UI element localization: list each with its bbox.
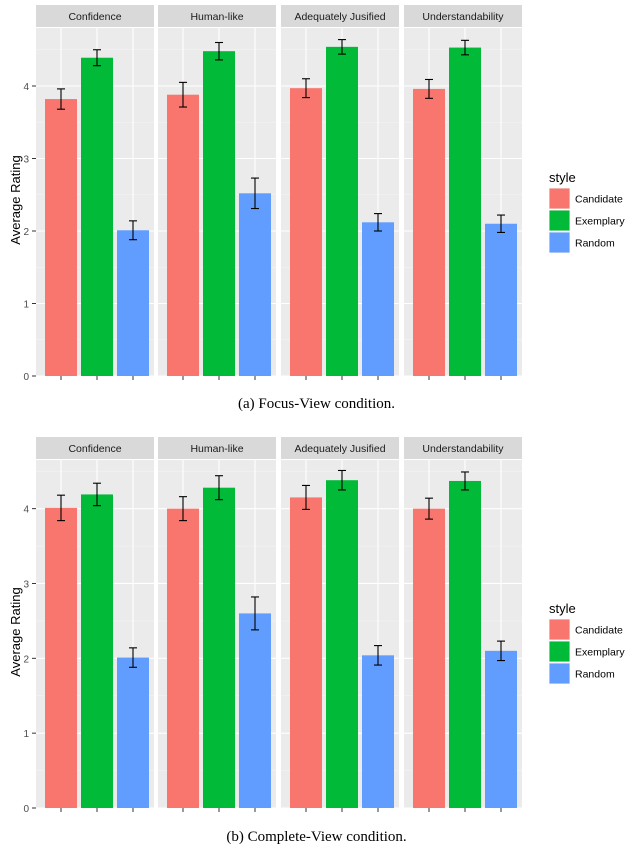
bar-exemplary — [449, 47, 481, 376]
y-tick-label: 1 — [23, 300, 29, 311]
facet-strip — [158, 437, 276, 459]
bar-exemplary — [203, 487, 235, 808]
legend-swatch-exemplary — [549, 641, 570, 662]
bar-candidate — [413, 508, 445, 808]
legend-label: Exemplary — [575, 647, 625, 659]
bar-exemplary — [449, 480, 481, 808]
bar-exemplary — [81, 494, 113, 808]
bar-exemplary — [326, 46, 358, 376]
bar-random — [239, 613, 271, 808]
facet-strip — [158, 5, 276, 27]
legend-swatch-exemplary — [549, 210, 570, 231]
legend-label: Random — [575, 238, 615, 250]
bar-random — [117, 230, 149, 376]
y-tick-label: 2 — [23, 227, 29, 238]
facet-title: Adequately Jusified — [294, 443, 385, 455]
bar-random — [485, 223, 517, 376]
legend-swatch-candidate — [549, 619, 570, 640]
chart-1: Average Rating 0 1 2 3 4 Confidence Human-like A… — [8, 437, 625, 845]
y-tick-label: 2 — [23, 654, 29, 665]
facet-title: Confidence — [68, 443, 121, 455]
legend-swatch-candidate — [549, 188, 570, 209]
bar-random — [362, 222, 394, 376]
facet-0: Confidence — [36, 5, 154, 380]
bar-random — [485, 650, 517, 808]
bar-candidate — [167, 508, 199, 808]
facet-2: Adequately Jusified — [281, 437, 399, 812]
facet-strip — [36, 5, 154, 27]
y-tick-label: 0 — [23, 804, 29, 815]
facet-2: Adequately Jusified — [281, 5, 399, 380]
facet-strip — [281, 5, 399, 27]
facet-1: Human-like — [158, 437, 276, 812]
bar-exemplary — [326, 480, 358, 808]
chart-0: Average Rating 0 1 2 3 4 Confidence Human-like A… — [8, 5, 625, 412]
bar-exemplary — [203, 51, 235, 376]
facet-title: Understandability — [422, 443, 504, 455]
y-tick-label: 4 — [23, 505, 29, 516]
legend-label: Random — [575, 669, 615, 681]
legend-title: style — [549, 601, 576, 616]
legend: style Candidate Exemplary Random — [549, 601, 625, 684]
bar-candidate — [45, 507, 77, 808]
y-tick-label: 0 — [23, 372, 29, 383]
y-tick-label: 3 — [23, 579, 29, 590]
facet-title: Human-like — [190, 443, 243, 455]
facet-0: Confidence — [36, 437, 154, 812]
facet-strip — [281, 437, 399, 459]
legend-swatch-random — [549, 663, 570, 684]
facet-3: Understandability — [404, 5, 522, 380]
bar-candidate — [290, 497, 322, 808]
bar-candidate — [290, 88, 322, 377]
facet-3: Understandability — [404, 437, 522, 812]
legend: style Candidate Exemplary Random — [549, 170, 625, 253]
y-tick-label: 3 — [23, 155, 29, 166]
bar-candidate — [413, 88, 445, 377]
y-tick-label: 1 — [23, 729, 29, 740]
legend-label: Candidate — [575, 625, 623, 637]
y-axis-label: Average Rating — [8, 587, 23, 676]
facet-strip — [404, 437, 522, 459]
figure-caption: (b) Complete-View condition. — [226, 829, 406, 845]
legend-title: style — [549, 170, 576, 185]
bar-candidate — [167, 94, 199, 376]
bar-exemplary — [81, 57, 113, 376]
bar-random — [117, 657, 149, 808]
bar-random — [239, 193, 271, 376]
facet-title: Understandability — [422, 11, 504, 23]
legend-label: Exemplary — [575, 216, 625, 228]
legend-swatch-random — [549, 232, 570, 253]
facet-title: Human-like — [190, 11, 243, 23]
legend-label: Candidate — [575, 194, 623, 206]
facet-title: Confidence — [68, 11, 121, 23]
bar-candidate — [45, 99, 77, 377]
figure-caption: (a) Focus-View condition. — [238, 396, 395, 412]
facet-strip — [36, 437, 154, 459]
facet-strip — [404, 5, 522, 27]
facet-1: Human-like — [158, 5, 276, 380]
facet-title: Adequately Jusified — [294, 11, 385, 23]
y-axis-label: Average Rating — [8, 155, 23, 244]
y-tick-label: 4 — [23, 82, 29, 93]
bar-random — [362, 655, 394, 808]
